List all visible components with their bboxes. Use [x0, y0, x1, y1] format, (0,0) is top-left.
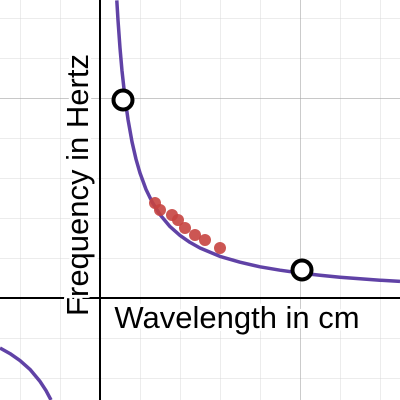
data-point	[189, 229, 201, 241]
data-point	[179, 222, 191, 234]
data-point	[154, 204, 166, 216]
movable-point	[111, 88, 135, 112]
data-point	[172, 214, 184, 226]
movable-point	[290, 258, 314, 282]
x-axis-label: Wavelength in cm	[114, 300, 359, 335]
data-point	[214, 242, 226, 254]
data-point	[199, 234, 211, 246]
y-axis-label: Frequency in Hertz	[60, 54, 95, 316]
